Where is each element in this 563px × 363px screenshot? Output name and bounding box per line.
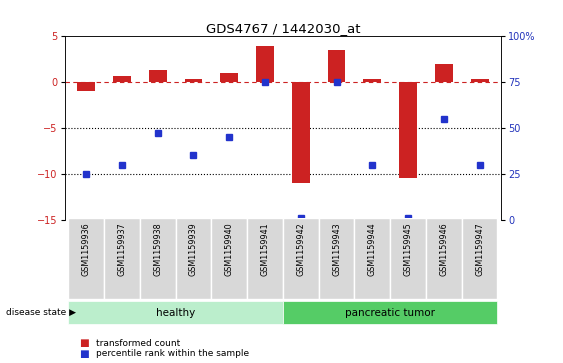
Text: GSM1159940: GSM1159940	[225, 222, 234, 276]
Text: GSM1159943: GSM1159943	[332, 222, 341, 276]
Bar	[68, 301, 283, 325]
Bar	[319, 218, 355, 299]
Bar	[68, 218, 104, 299]
Bar	[435, 64, 453, 82]
Text: transformed count: transformed count	[96, 339, 180, 347]
Text: GSM1159936: GSM1159936	[82, 222, 91, 276]
Text: GSM1159947: GSM1159947	[475, 222, 484, 276]
Bar	[363, 79, 381, 82]
Bar	[256, 46, 274, 82]
Bar	[471, 79, 489, 82]
Text: GSM1159945: GSM1159945	[404, 222, 413, 276]
Text: GSM1159938: GSM1159938	[153, 222, 162, 276]
Bar	[77, 82, 95, 91]
Bar	[390, 218, 426, 299]
Text: ■: ■	[79, 338, 88, 348]
Text: healthy: healthy	[156, 307, 195, 318]
Bar	[149, 70, 167, 82]
Bar	[247, 218, 283, 299]
Text: percentile rank within the sample: percentile rank within the sample	[96, 350, 249, 358]
Bar	[283, 218, 319, 299]
Bar	[355, 218, 390, 299]
Text: GSM1159944: GSM1159944	[368, 222, 377, 276]
Title: GDS4767 / 1442030_at: GDS4767 / 1442030_at	[205, 22, 360, 35]
Bar	[140, 218, 176, 299]
Bar	[283, 301, 498, 325]
Text: GSM1159942: GSM1159942	[296, 222, 305, 276]
Text: pancreatic tumor: pancreatic tumor	[345, 307, 435, 318]
Text: GSM1159937: GSM1159937	[118, 222, 127, 276]
Text: GSM1159946: GSM1159946	[439, 222, 448, 276]
Bar	[328, 50, 346, 82]
Text: ■: ■	[79, 349, 88, 359]
Bar	[185, 79, 203, 82]
Bar	[113, 76, 131, 82]
Bar	[399, 82, 417, 178]
Bar	[220, 73, 238, 82]
Text: GSM1159939: GSM1159939	[189, 222, 198, 276]
Text: GSM1159941: GSM1159941	[261, 222, 270, 276]
Bar	[426, 218, 462, 299]
Bar	[462, 218, 498, 299]
Bar	[292, 82, 310, 183]
Text: disease state ▶: disease state ▶	[6, 308, 75, 317]
Bar	[211, 218, 247, 299]
Bar	[176, 218, 211, 299]
Bar	[104, 218, 140, 299]
